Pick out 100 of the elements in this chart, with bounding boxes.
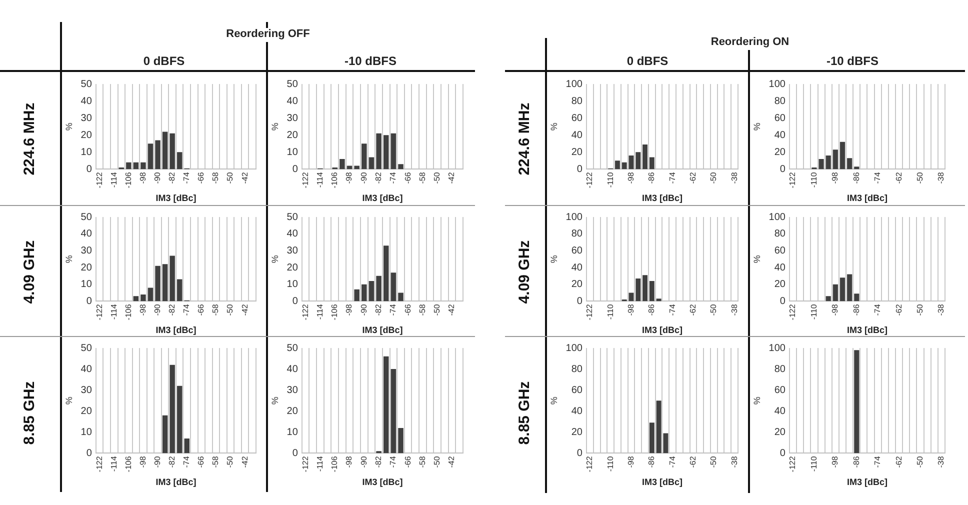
bar bbox=[362, 144, 367, 170]
bar bbox=[398, 292, 404, 302]
x-tick-label: -98 bbox=[626, 172, 636, 184]
y-tick-label: 60 bbox=[571, 245, 583, 256]
y-tick-label: 0 bbox=[292, 164, 298, 175]
y-tick-label: 40 bbox=[571, 406, 583, 417]
y-tick-label: 20 bbox=[571, 146, 583, 158]
x-tick-label: -122 bbox=[585, 304, 594, 320]
y-tick-label: 40 bbox=[571, 130, 583, 141]
x-tick-label: -66 bbox=[403, 456, 412, 468]
x-tick-label: -106 bbox=[330, 456, 340, 472]
x-tick-label: -86 bbox=[852, 172, 861, 184]
y-tick-label: 50 bbox=[286, 78, 298, 90]
y-tick-label: 0 bbox=[576, 164, 583, 175]
chart-title: 0 dBFS bbox=[142, 54, 186, 70]
x-tick-label: -82 bbox=[168, 304, 177, 316]
x-tick-label: -74 bbox=[388, 304, 398, 316]
x-tick-label: -58 bbox=[211, 456, 220, 468]
bar bbox=[176, 152, 182, 170]
x-tick-label: -98 bbox=[830, 304, 840, 316]
x-tick-label: -122 bbox=[300, 456, 310, 472]
bar bbox=[383, 135, 389, 170]
x-tick-label: -42 bbox=[447, 304, 456, 316]
y-tick-label: 20 bbox=[286, 406, 298, 417]
x-tick-label: -62 bbox=[894, 172, 904, 184]
x-tick-label: -86 bbox=[647, 456, 656, 468]
x-tick-label: -122 bbox=[788, 172, 798, 188]
x-axis-title: IM3 [dBc] bbox=[846, 325, 888, 336]
y-tick-label: 80 bbox=[774, 96, 786, 107]
x-tick-label: -122 bbox=[300, 304, 310, 320]
bar bbox=[148, 144, 154, 170]
bar bbox=[622, 162, 627, 170]
y-tick-label: 10 bbox=[80, 146, 92, 158]
y-tick-label: 80 bbox=[571, 364, 583, 375]
bar bbox=[155, 266, 160, 302]
y-tick-label: 60 bbox=[774, 112, 786, 124]
x-tick-label: -50 bbox=[915, 304, 924, 316]
x-tick-label: -42 bbox=[240, 304, 250, 316]
bar bbox=[170, 256, 175, 302]
x-tick-label: -114 bbox=[315, 456, 324, 472]
bar bbox=[170, 133, 175, 170]
bar bbox=[155, 140, 160, 170]
x-tick-label: -38 bbox=[936, 456, 946, 468]
y-tick-label: 30 bbox=[80, 384, 92, 396]
x-tick-label: -82 bbox=[374, 172, 384, 184]
y-tick-label: 20 bbox=[286, 262, 298, 274]
bar bbox=[184, 438, 190, 454]
y-tick-label: 30 bbox=[286, 245, 298, 256]
y-tick-label: 60 bbox=[774, 384, 786, 396]
y-tick-label: 50 bbox=[80, 342, 92, 354]
y-axis-title: % bbox=[64, 396, 74, 405]
x-tick-label: -50 bbox=[432, 304, 442, 316]
y-tick-label: 100 bbox=[566, 212, 583, 223]
x-axis-title: IM3 [dBc] bbox=[362, 477, 403, 488]
y-tick-label: 50 bbox=[286, 342, 298, 354]
x-tick-label: -38 bbox=[730, 172, 739, 184]
y-tick-label: 40 bbox=[286, 96, 298, 107]
bar bbox=[854, 166, 860, 170]
chart-title: -10 dBFS bbox=[343, 54, 398, 70]
bar bbox=[847, 274, 852, 302]
y-tick-label: 20 bbox=[774, 426, 786, 438]
x-tick-label: -50 bbox=[432, 456, 442, 468]
y-axis-title: % bbox=[752, 122, 762, 131]
y-axis-title: % bbox=[64, 122, 74, 131]
x-tick-label: -50 bbox=[709, 456, 718, 468]
bar bbox=[362, 284, 367, 302]
bar bbox=[133, 296, 139, 302]
bar bbox=[649, 280, 654, 302]
x-tick-label: -110 bbox=[606, 172, 615, 188]
y-tick-label: 0 bbox=[292, 448, 298, 459]
bar bbox=[390, 272, 396, 302]
bar bbox=[840, 142, 846, 170]
x-tick-label: -82 bbox=[374, 304, 384, 316]
x-tick-label: -66 bbox=[196, 456, 206, 468]
text: 4.09 GHz bbox=[21, 238, 39, 306]
x-tick-label: -122 bbox=[585, 456, 594, 472]
y-axis-title: % bbox=[548, 122, 559, 131]
y-tick-label: 50 bbox=[80, 212, 92, 223]
text: 8.85 GHz bbox=[21, 380, 39, 447]
x-tick-label: -106 bbox=[330, 172, 340, 188]
x-tick-label: -74 bbox=[388, 172, 398, 184]
x-tick-label: -50 bbox=[709, 172, 718, 184]
x-tick-label: -98 bbox=[626, 456, 636, 468]
bar bbox=[126, 162, 132, 170]
bar bbox=[854, 294, 860, 302]
y-tick-label: 40 bbox=[80, 364, 92, 375]
bar bbox=[354, 289, 360, 302]
x-tick-label: -62 bbox=[894, 456, 904, 468]
x-axis-title: IM3 [dBc] bbox=[362, 193, 403, 204]
x-tick-label: -74 bbox=[668, 304, 677, 316]
y-tick-label: 40 bbox=[571, 262, 583, 274]
y-tick-label: 10 bbox=[286, 146, 298, 158]
x-tick-label: -110 bbox=[606, 304, 615, 320]
x-tick-label: -114 bbox=[315, 304, 324, 320]
bar bbox=[176, 386, 182, 454]
x-tick-label: -106 bbox=[124, 456, 133, 472]
y-tick-label: 20 bbox=[80, 406, 92, 417]
text: Reordering ON bbox=[690, 36, 810, 50]
y-tick-label: 0 bbox=[86, 164, 92, 175]
x-tick-label: -86 bbox=[852, 304, 861, 316]
